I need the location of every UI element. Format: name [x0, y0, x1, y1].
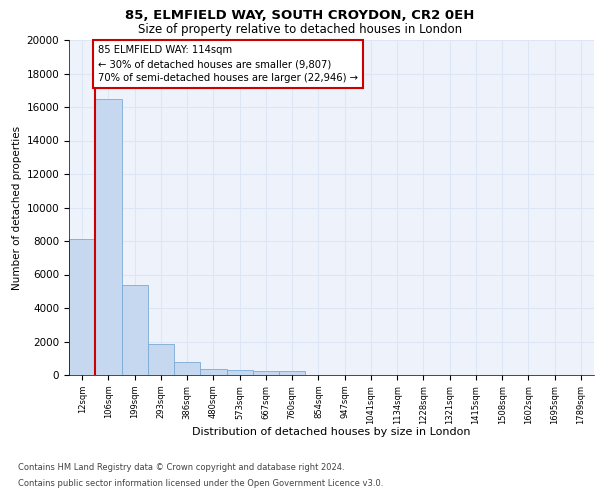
Bar	[69, 240, 95, 375]
Bar	[95, 98, 121, 375]
Y-axis label: Number of detached properties: Number of detached properties	[13, 126, 22, 290]
Bar	[200, 369, 227, 375]
Text: Size of property relative to detached houses in London: Size of property relative to detached ho…	[138, 22, 462, 36]
Text: 85 ELMFIELD WAY: 114sqm
← 30% of detached houses are smaller (9,807)
70% of semi: 85 ELMFIELD WAY: 114sqm ← 30% of detache…	[98, 45, 358, 83]
Bar	[121, 286, 148, 375]
Text: 85, ELMFIELD WAY, SOUTH CROYDON, CR2 0EH: 85, ELMFIELD WAY, SOUTH CROYDON, CR2 0EH	[125, 9, 475, 22]
Bar	[227, 370, 253, 375]
X-axis label: Distribution of detached houses by size in London: Distribution of detached houses by size …	[192, 426, 471, 436]
Bar	[279, 372, 305, 375]
Text: Contains public sector information licensed under the Open Government Licence v3: Contains public sector information licen…	[18, 478, 383, 488]
Bar	[174, 362, 200, 375]
Bar	[148, 344, 174, 375]
Text: Contains HM Land Registry data © Crown copyright and database right 2024.: Contains HM Land Registry data © Crown c…	[18, 464, 344, 472]
Bar	[253, 371, 279, 375]
